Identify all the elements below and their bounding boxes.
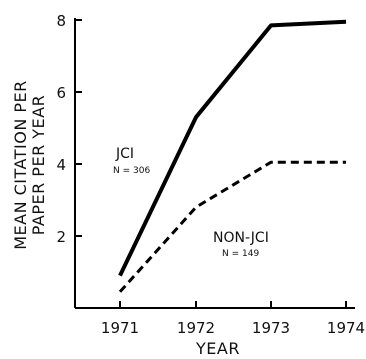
x-tick-label: 1974 [327, 319, 365, 337]
y-tick-label: 6 [56, 84, 66, 102]
series-line-nonjci [118, 160, 346, 293]
y-tick-label: 2 [56, 228, 66, 246]
y-axis-title-line1: MEAN CITATION PER [11, 80, 30, 250]
x-axis-ticks: 1971 1972 1973 1974 [101, 301, 365, 337]
series-n-nonjci: N = 149 [222, 249, 259, 259]
x-tick-label: 1971 [101, 319, 139, 337]
series-label-nonjci: NON-JCI [213, 230, 269, 246]
y-axis-ticks: 2 4 6 8 [56, 12, 82, 246]
x-axis-title: YEAR [195, 339, 240, 358]
y-tick-label: 8 [56, 12, 66, 30]
y-axis-title-line2: PAPER PER YEAR [29, 95, 48, 235]
x-tick-label: 1973 [252, 319, 290, 337]
y-tick-label: 4 [56, 156, 66, 174]
x-tick-label: 1972 [177, 319, 215, 337]
series-label-jci: JCI [115, 146, 134, 162]
series-line-jci [118, 19, 347, 277]
series-lines [118, 19, 347, 293]
series-n-jci: N = 306 [113, 166, 150, 176]
